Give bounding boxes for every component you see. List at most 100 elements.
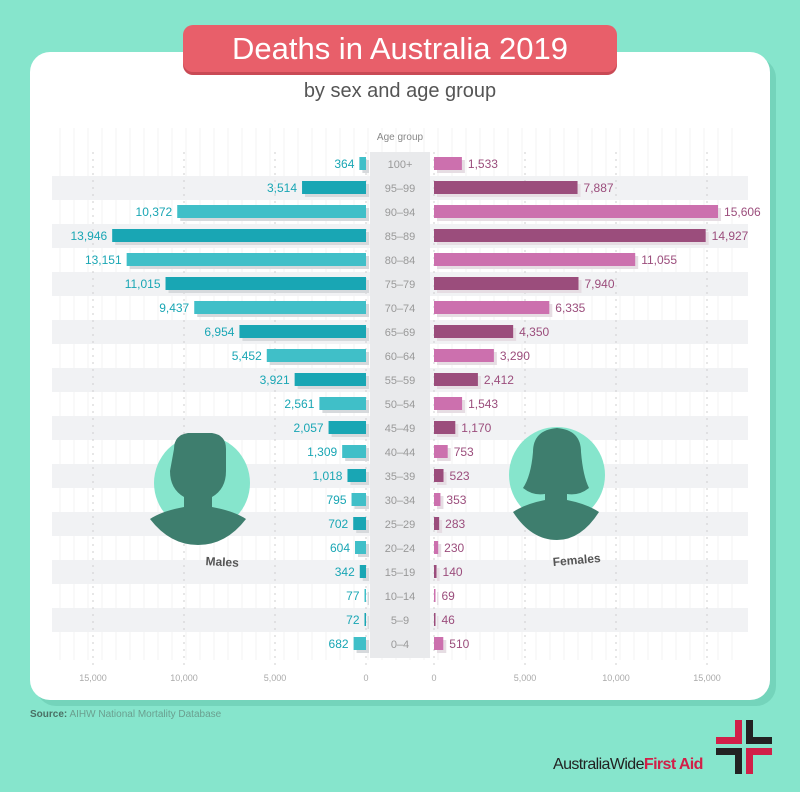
male-bar	[364, 589, 366, 602]
male-value-label: 10,372	[136, 205, 173, 219]
female-bar	[434, 613, 436, 626]
female-value-label: 6,335	[555, 301, 585, 315]
age-group-label: 0–4	[391, 639, 409, 651]
x-tick-label-female: 15,000	[693, 673, 721, 683]
female-bar	[434, 397, 463, 410]
female-bar	[434, 373, 478, 386]
female-bar	[434, 301, 550, 314]
male-bar	[239, 325, 366, 338]
female-value-label: 1,170	[461, 421, 491, 435]
male-value-label: 604	[330, 541, 350, 555]
chart-subtitle: by sex and age group	[303, 80, 497, 102]
female-legend-label: Females	[552, 551, 601, 569]
female-bar	[434, 589, 436, 602]
age-group-label: 60–64	[385, 351, 416, 363]
female-value-label: 7,887	[584, 181, 614, 195]
male-value-label: 72	[346, 613, 360, 627]
age-group-label: 70–74	[385, 303, 416, 315]
age-group-label: 45–49	[385, 423, 416, 435]
age-group-label: 5–9	[391, 615, 409, 627]
female-silhouette-icon	[513, 428, 599, 540]
male-value-label: 1,309	[307, 445, 337, 459]
male-value-label: 9,437	[159, 301, 189, 315]
logo-text-part1: AustraliaWide	[553, 756, 645, 773]
male-value-label: 11,015	[125, 277, 161, 291]
source-label: Source:	[30, 709, 68, 720]
age-group-label: 25–29	[385, 519, 416, 531]
male-bar-shadow	[367, 592, 369, 605]
female-bar	[434, 541, 439, 554]
male-bar	[165, 277, 366, 290]
female-value-label: 1,533	[468, 157, 498, 171]
chart-title: Deaths in Australia 2019	[183, 25, 617, 72]
male-value-label: 6,954	[204, 325, 234, 339]
male-value-label: 364	[334, 157, 354, 171]
age-group-label: 55–59	[385, 375, 416, 387]
female-bar	[434, 277, 579, 290]
male-bar	[353, 637, 366, 650]
male-value-label: 342	[335, 565, 355, 579]
male-value-label: 13,946	[70, 229, 107, 243]
female-value-label: 1,543	[468, 397, 498, 411]
logo-cross-icon	[716, 720, 772, 774]
x-tick-label-male: 5,000	[264, 673, 287, 683]
female-bar	[434, 637, 444, 650]
male-value-label: 3,514	[267, 181, 297, 195]
x-tick-label-female: 0	[431, 673, 436, 683]
female-value-label: 11,055	[641, 253, 677, 267]
age-group-label: 80–84	[385, 255, 416, 267]
female-bar	[434, 229, 706, 242]
source-text: AIHW National Mortality Database	[69, 709, 222, 720]
female-bar-shadow	[437, 544, 442, 557]
male-value-label: 2,057	[294, 421, 324, 435]
male-value-label: 3,921	[260, 373, 290, 387]
female-bar	[434, 565, 437, 578]
age-group-label: 30–34	[385, 495, 416, 507]
male-bar	[355, 541, 366, 554]
male-bar	[351, 493, 366, 506]
female-bar	[434, 349, 494, 362]
male-value-label: 1,018	[312, 469, 342, 483]
male-value-label: 682	[329, 637, 349, 651]
male-bar	[353, 517, 366, 530]
male-value-label: 795	[326, 493, 346, 507]
female-value-label: 14,927	[712, 229, 749, 243]
female-value-label: 283	[445, 517, 465, 531]
male-value-label: 13,151	[85, 253, 122, 267]
male-bar	[294, 373, 366, 386]
female-bar	[434, 517, 440, 530]
age-group-label: 50–54	[385, 399, 416, 411]
female-bar	[434, 181, 578, 194]
source-note: Source: AIHW National Mortality Database	[30, 709, 221, 720]
category-header: Age group	[377, 132, 424, 143]
male-value-label: 5,452	[232, 349, 262, 363]
male-value-label: 77	[346, 589, 360, 603]
male-bar	[112, 229, 366, 242]
age-column	[370, 152, 430, 658]
male-bar-shadow	[367, 616, 369, 629]
male-bar	[319, 397, 366, 410]
male-bar	[347, 469, 366, 482]
female-value-label: 523	[450, 469, 470, 483]
female-value-label: 353	[446, 493, 466, 507]
female-bar	[434, 469, 444, 482]
female-value-label: 2,412	[484, 373, 514, 387]
male-bar	[266, 349, 366, 362]
age-group-label: 10–14	[385, 591, 416, 603]
female-bar	[434, 445, 448, 458]
age-group-label: 95–99	[385, 183, 416, 195]
female-bar	[434, 325, 514, 338]
female-bar-shadow	[437, 520, 443, 533]
female-bar-shadow	[437, 592, 439, 605]
male-silhouette-icon	[150, 433, 246, 545]
female-value-label: 140	[443, 565, 463, 579]
x-tick-label-female: 5,000	[514, 673, 537, 683]
age-group-label: 15–19	[385, 567, 416, 579]
male-bar	[364, 613, 366, 626]
female-bar	[434, 157, 462, 170]
male-bar	[302, 181, 366, 194]
female-value-label: 15,606	[724, 205, 761, 219]
age-group-label: 65–69	[385, 327, 416, 339]
age-group-label: 35–39	[385, 471, 416, 483]
female-value-label: 510	[449, 637, 469, 651]
